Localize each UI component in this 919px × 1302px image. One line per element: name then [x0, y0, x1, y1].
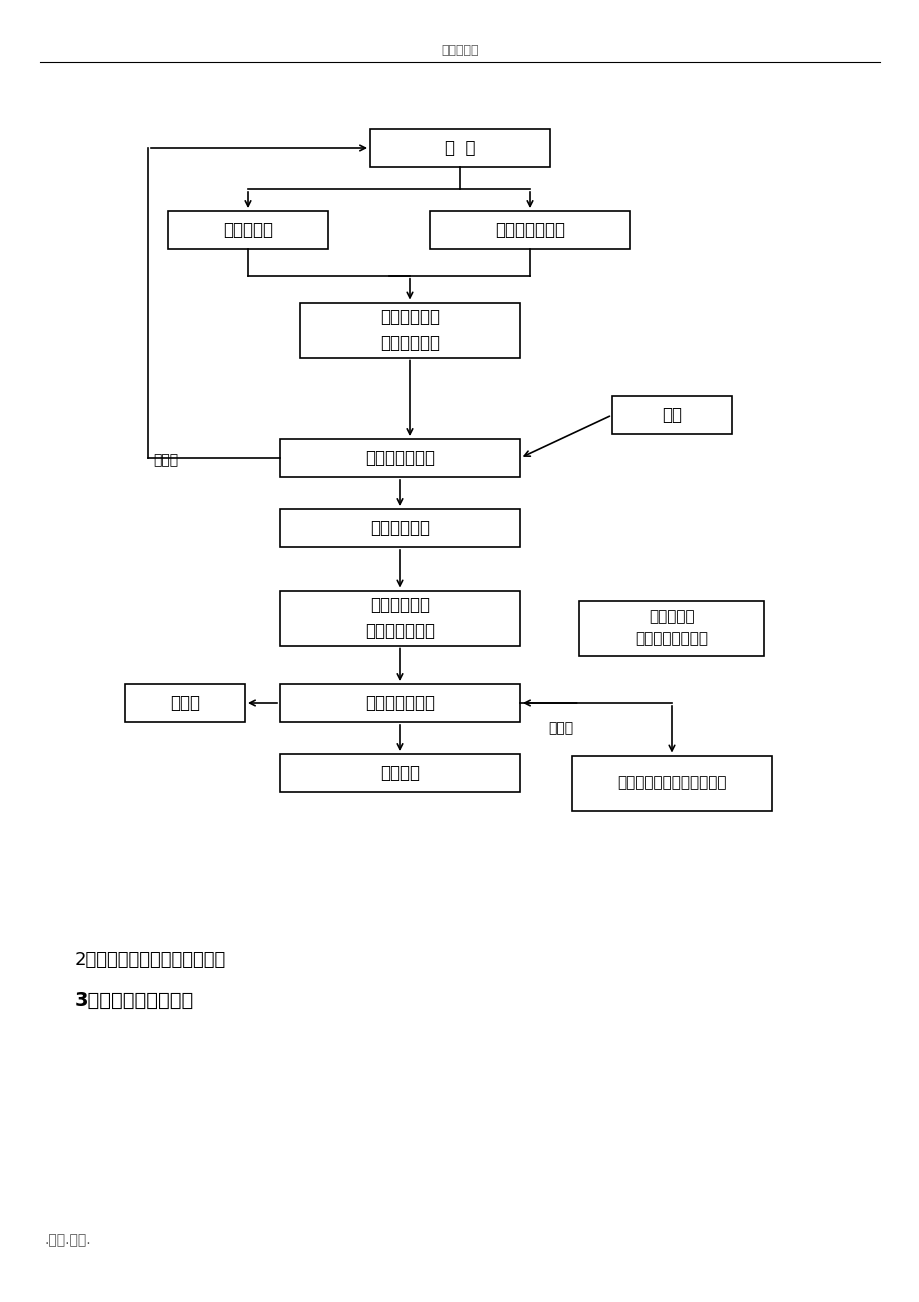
Text: 总承包自检后
填报工程报验单: 总承包自检后 填报工程报验单: [365, 596, 435, 641]
Text: 监理工程师审批: 监理工程师审批: [365, 694, 435, 712]
Text: 3、进度控制监理流程: 3、进度控制监理流程: [75, 991, 194, 1009]
Text: 不合格: 不合格: [548, 721, 573, 736]
Text: 检测: 检测: [662, 406, 681, 424]
Bar: [279, 754, 519, 792]
Text: 不合格: 不合格: [153, 453, 178, 467]
Bar: [279, 509, 519, 547]
Bar: [429, 211, 630, 249]
Text: 投入使用: 投入使用: [380, 764, 420, 783]
Bar: [611, 396, 732, 434]
Text: 厂家提供质保书: 厂家提供质保书: [494, 221, 564, 240]
Text: 2、沉桩工程质量监理工作流程: 2、沉桩工程质量监理工作流程: [75, 950, 226, 969]
Text: 成  品: 成 品: [444, 139, 475, 158]
Bar: [168, 211, 328, 249]
Text: 停止使用，清除出施工现场: 停止使用，清除出施工现场: [617, 776, 726, 790]
Text: 报业主: 报业主: [170, 694, 199, 712]
Text: .专业.整理.: .专业.整理.: [45, 1233, 92, 1247]
Text: 分包商自检: 分包商自检: [222, 221, 273, 240]
Bar: [279, 684, 519, 723]
Text: 监理工程师
发现疑问提出抽查: 监理工程师 发现疑问提出抽查: [635, 609, 708, 647]
Bar: [572, 755, 771, 811]
Text: 进入现场使用: 进入现场使用: [369, 519, 429, 536]
Bar: [579, 600, 764, 655]
Bar: [125, 684, 244, 723]
Bar: [279, 591, 519, 646]
Bar: [369, 129, 550, 167]
Text: 下载可编辑: 下载可编辑: [441, 43, 478, 56]
Text: 监理工程师审批: 监理工程师审批: [365, 449, 435, 467]
Text: 总承包自检后
送成品报验单: 总承包自检后 送成品报验单: [380, 307, 439, 353]
Bar: [279, 439, 519, 477]
Bar: [300, 302, 519, 358]
